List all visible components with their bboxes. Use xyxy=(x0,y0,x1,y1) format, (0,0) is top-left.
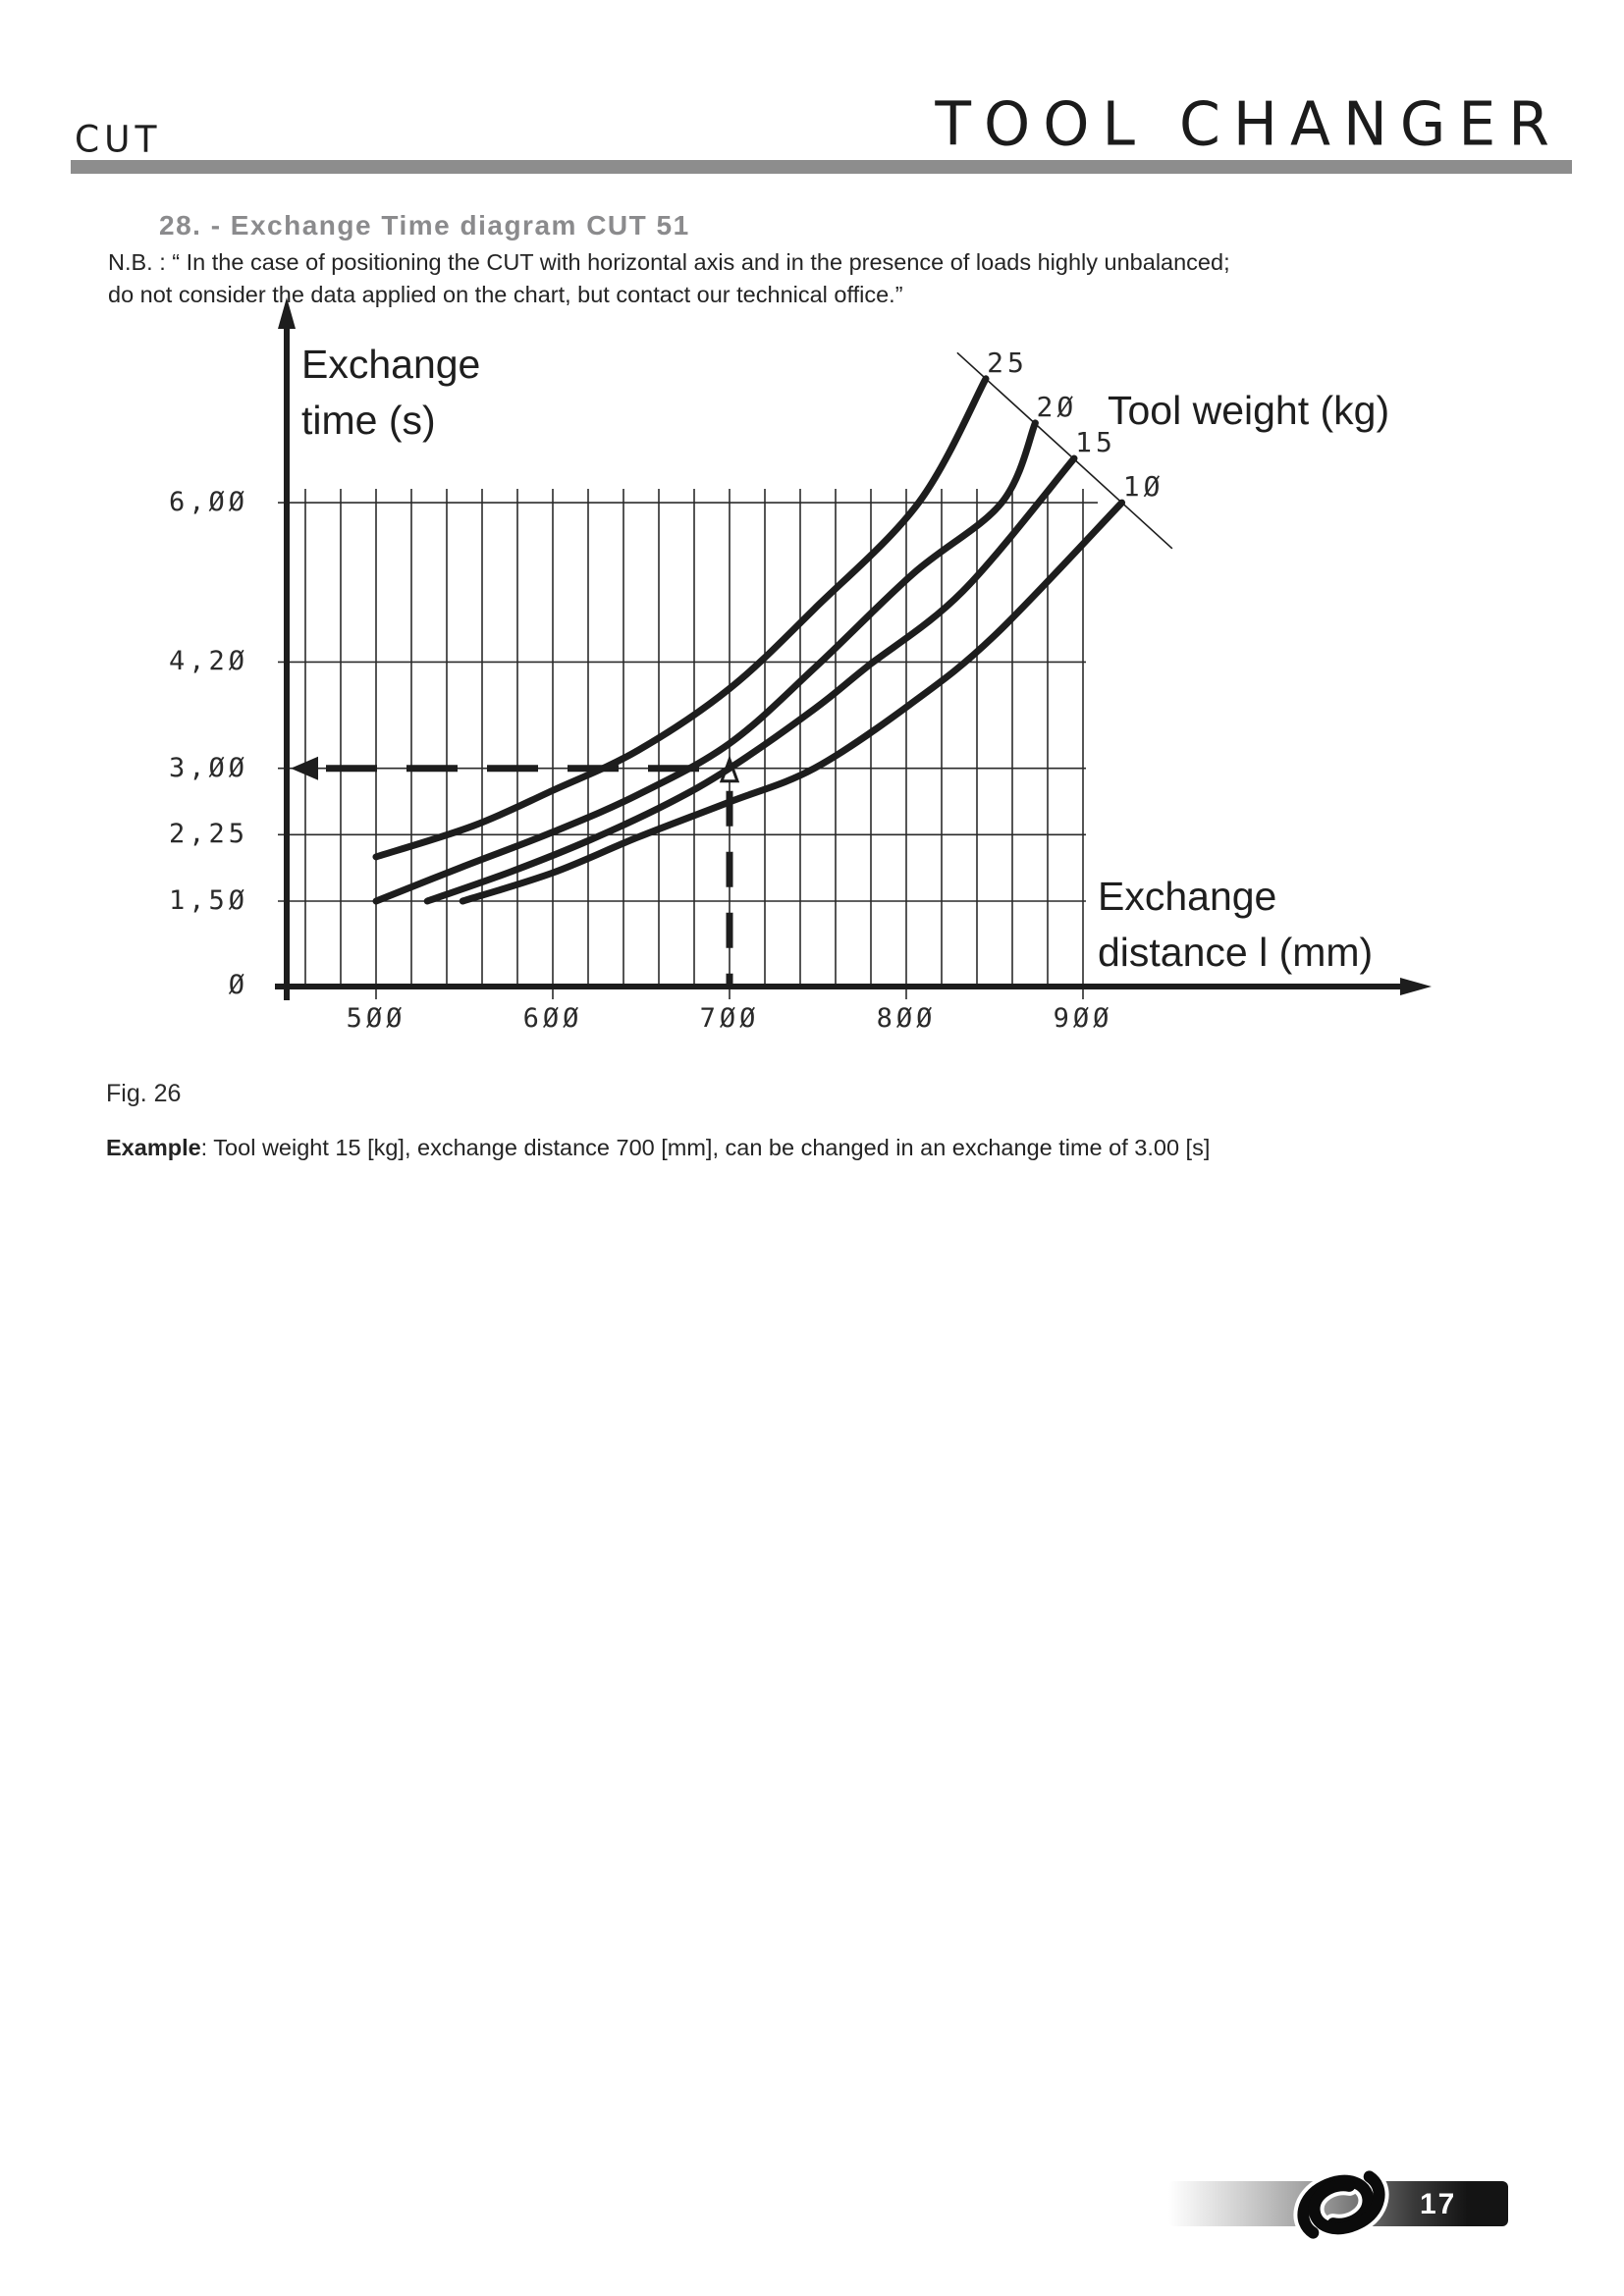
y-axis-arrow-icon xyxy=(278,297,296,329)
header-rule xyxy=(71,160,1572,174)
example-label: Example xyxy=(106,1135,201,1160)
curve-15kg xyxy=(423,454,1078,905)
y-axis-title-line1: Exchange xyxy=(301,342,481,387)
legend-title: Tool weight (kg) xyxy=(1108,388,1390,433)
figure-caption: Fig. 26 xyxy=(106,1080,182,1107)
example-text: Example: Tool weight 15 [kg], exchange d… xyxy=(106,1135,1210,1161)
x-axis-title: Exchange distance l (mm) xyxy=(1098,869,1373,981)
exchange-time-chart xyxy=(275,297,1432,1000)
x-axis-title-line1: Exchange xyxy=(1098,874,1277,919)
page-title: TOOL CHANGER xyxy=(935,89,1562,160)
product-label: CUT xyxy=(75,118,162,162)
curve-10kg xyxy=(459,499,1126,905)
y-axis-title: Exchange time (s) xyxy=(301,337,480,449)
example-arrow-left-icon xyxy=(291,756,318,780)
note-line-2: do not consider the data applied on the … xyxy=(108,282,903,307)
x-axis-arrow-icon xyxy=(1400,978,1432,995)
weight-leader-line xyxy=(956,351,1173,550)
company-knot-logo-icon xyxy=(1293,2166,1389,2243)
section-heading: 28. - Exchange Time diagram CUT 51 xyxy=(159,210,690,240)
example-body: : Tool weight 15 [kg], exchange distance… xyxy=(200,1135,1211,1160)
note-text: N.B. : “ In the case of positioning the … xyxy=(108,246,1230,311)
note-line-1: N.B. : “ In the case of positioning the … xyxy=(108,249,1230,275)
y-axis-title-line2: time (s) xyxy=(301,398,436,443)
curve-25kg xyxy=(372,375,990,861)
curve-20kg xyxy=(372,419,1039,905)
x-axis-title-line2: distance l (mm) xyxy=(1098,930,1374,975)
page-number: 17 xyxy=(1420,2188,1457,2220)
